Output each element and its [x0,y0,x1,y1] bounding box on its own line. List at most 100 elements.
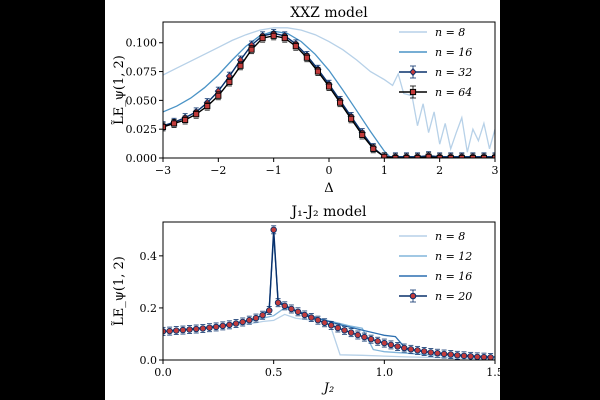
y-tick-label: 0.2 [140,302,158,315]
x-tick-label: 1.0 [376,366,394,379]
data-point [327,322,335,329]
x-axis-label: J₂ [321,381,334,396]
chart-j1j2: J₁-J₂ model 0.0 0.5 1.0 1.5 0.0 0.2 0.4 J₂ L̃E_ψ(… [111,204,500,396]
legend-label: n = 8 [435,230,465,243]
series-line [163,27,495,153]
x-tick-label: −2 [210,164,226,177]
x-axis-label: Δ [324,181,333,196]
y-axis-label: L̃E_ψ(1, 2) [111,55,127,125]
data-point [414,347,421,354]
data-point [265,307,273,314]
x-tick-label: 1.5 [486,366,500,379]
data-point [179,326,187,334]
plot-area [163,27,495,158]
data-point [401,344,408,352]
data-point [199,325,207,332]
legend-marker [409,292,417,300]
data-point [361,333,368,341]
data-point [381,339,388,347]
x-tick-label: 3 [492,164,499,177]
data-point [381,153,388,158]
data-point [237,62,244,69]
data-point [193,111,200,118]
y-tick-label: 0.100 [126,37,158,50]
data-point [303,54,310,61]
data-point [259,311,266,319]
data-point [186,326,193,333]
data-point [215,92,222,99]
data-point [354,331,362,339]
data-point [321,319,328,327]
data-point [314,68,321,75]
data-point [294,308,302,316]
data-point [341,327,348,334]
data-point [420,348,428,355]
data-point [474,353,481,360]
x-tick-label: 0 [326,164,333,177]
data-point [166,327,173,335]
legend-label: n = 12 [435,250,472,263]
data-point [246,316,253,324]
data-point [212,323,220,331]
data-point [347,329,355,336]
x-tick-label: 0.0 [154,366,172,379]
data-point [374,338,381,345]
legend-label: n = 16 [435,270,472,283]
data-point [367,335,375,343]
data-point [334,324,342,332]
legend-label: n = 20 [435,290,472,303]
data-point [182,116,189,124]
data-point [387,341,395,349]
chart-title: J₁-J₂ model [289,204,367,220]
data-point [427,349,435,356]
data-point [219,322,227,330]
data-point [270,226,277,234]
legend-marker [409,67,417,77]
data-point [226,78,233,85]
legend-label: n = 32 [435,66,472,79]
y-tick-label: 0.025 [126,123,158,136]
data-point [301,311,308,319]
data-point [281,35,288,42]
data-point [248,46,255,53]
data-point [204,103,211,110]
x-tick-label: −3 [155,164,171,177]
chart-xxz: XXZ model −3 −2 −1 0 1 2 3 0.000 0.025 0.050 0.075 0… [111,5,499,196]
y-axis-label: L̃E_ψ(1, 2) [111,256,127,326]
x-tick-label: 0.5 [265,366,283,379]
y-tick-label: 0.050 [126,94,158,107]
figure-canvas: XXZ model −3 −2 −1 0 1 2 3 0.000 0.025 0.050 0.075 0… [105,0,500,400]
x-tick-label: −1 [266,164,282,177]
data-point [434,349,441,357]
chart-svg: XXZ model −3 −2 −1 0 1 2 3 0.000 0.025 0.050 0.075 0… [111,5,500,396]
x-tick-label: 1 [381,164,388,177]
data-point [460,352,468,360]
data-point [337,99,344,106]
y-tick-label: 0.000 [126,152,158,165]
data-point [288,305,295,313]
data-point [370,145,377,152]
data-point [206,324,213,331]
data-point [308,314,315,321]
data-point [348,115,355,122]
legend-marker [409,88,417,96]
data-point [314,316,322,324]
data-point [359,131,366,138]
y-tick-label: 0.0 [140,354,158,367]
legend-label: n = 64 [435,86,472,99]
x-tick-label: 2 [436,164,443,177]
data-point [487,354,494,360]
data-point [239,318,246,326]
y-tick-label: 0.4 [140,250,158,263]
chart-title: XXZ model [290,5,368,21]
data-point [467,353,474,360]
data-point [292,43,299,50]
data-point [192,325,200,333]
y-tick-label: 0.075 [126,66,158,79]
data-point [252,314,260,322]
data-point [226,321,233,329]
data-point [454,352,461,359]
data-point [394,343,401,350]
data-point [440,350,448,358]
